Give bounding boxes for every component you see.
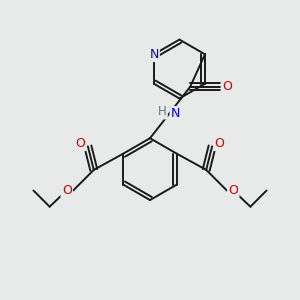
Text: H: H [158,105,167,118]
Text: O: O [228,184,238,197]
Text: O: O [76,137,85,150]
Text: N: N [171,107,180,120]
Text: O: O [222,80,232,93]
Text: O: O [214,137,224,150]
Text: O: O [62,184,72,197]
Text: N: N [149,48,159,61]
